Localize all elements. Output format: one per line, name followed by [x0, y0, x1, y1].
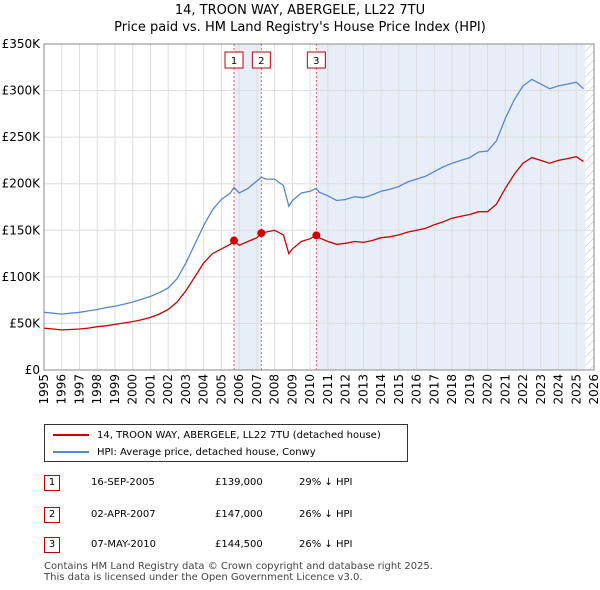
x-tick-label: 2022 [516, 374, 530, 405]
y-tick-label: £350K [2, 37, 42, 51]
y-tick-label: £50K [9, 316, 41, 330]
hpi-line [43, 78, 584, 315]
legend-label-property: 14, TROON WAY, ABERGELE, LL22 7TU (detac… [97, 429, 381, 441]
sale-price: £144,500 [215, 539, 263, 550]
sale-date: 07-MAY-2010 [91, 539, 157, 550]
y-tick-label: £250K [2, 130, 42, 144]
sale-label-text: 3 [313, 56, 319, 67]
sale-point [257, 229, 266, 238]
sale-hpi-diff: 29% ↓ HPI [299, 477, 353, 488]
x-tick-label: 2019 [463, 374, 477, 405]
x-tick-label: 1995 [37, 374, 51, 405]
x-tick-label: 1997 [72, 374, 86, 405]
legend-swatch-property [53, 434, 89, 436]
x-tick-label: 2002 [161, 374, 175, 405]
x-tick-label: 1999 [108, 374, 122, 405]
x-tick-label: 2017 [427, 374, 441, 405]
x-tick-label: 2007 [250, 374, 264, 405]
x-tick-label: 2006 [232, 374, 246, 405]
x-tick-label: 2009 [285, 374, 299, 405]
sale-date: 02-APR-2007 [91, 509, 156, 520]
sale-price: £147,000 [215, 509, 263, 520]
sale-hpi-diff: 26% ↓ HPI [299, 509, 353, 520]
sale-row: 3 07-MAY-2010 £144,500 26% ↓ HPI [0, 537, 600, 555]
footer-copyright: Contains HM Land Registry data © Crown c… [44, 561, 433, 572]
sale-hpi-diff: 26% ↓ HPI [299, 539, 353, 550]
sale-row: 2 02-APR-2007 £147,000 26% ↓ HPI [0, 507, 600, 525]
sale-number-badge: 3 [44, 537, 60, 553]
sale-label-box [306, 51, 326, 69]
x-tick-label: 2001 [143, 374, 157, 405]
x-tick-label: 2012 [339, 374, 353, 405]
y-tick-label: £0 [25, 363, 40, 377]
x-tick-label: 2013 [356, 374, 370, 405]
x-tick-label: 2016 [410, 374, 424, 405]
footer-attribution: Contains HM Land Registry data © Crown c… [44, 561, 433, 583]
x-tick-label: 2005 [214, 374, 228, 405]
sale-label-box [251, 51, 271, 69]
shaded-range [316, 44, 586, 370]
x-tick-label: 2015 [392, 374, 406, 405]
sale-label-text: 2 [258, 56, 264, 67]
chart-title-address: 14, TROON WAY, ABERGELE, LL22 7TU [174, 3, 426, 18]
x-tick-label: 2021 [498, 374, 512, 405]
sale-number-badge: 1 [44, 475, 60, 491]
x-tick-label: 1996 [55, 374, 69, 405]
chart-legend: 14, TROON WAY, ABERGELE, LL22 7TU (detac… [44, 424, 408, 462]
x-tick-label: 2011 [321, 374, 335, 405]
property-price-line [43, 156, 584, 331]
legend-label-hpi: HPI: Average price, detached house, Conw… [97, 446, 316, 458]
x-tick-label: 2023 [534, 374, 548, 405]
sale-date: 16-SEP-2005 [91, 477, 155, 488]
y-tick-label: £100K [2, 270, 42, 284]
legend-item-property: 14, TROON WAY, ABERGELE, LL22 7TU (detac… [45, 427, 381, 443]
legend-swatch-hpi [53, 451, 89, 453]
x-tick-label: 2010 [303, 374, 317, 405]
sale-price: £139,000 [215, 477, 263, 488]
x-tick-label: 2008 [268, 374, 282, 405]
price-chart: £0 £50K £100K £150K £200K £250K £300K £350K 1995… [2, 37, 600, 405]
x-tick-label: 2014 [374, 374, 388, 405]
sale-number-badge: 2 [44, 507, 60, 523]
sale-row: 1 16-SEP-2005 £139,000 29% ↓ HPI [0, 475, 600, 493]
x-tick-label: 2026 [587, 374, 600, 405]
x-tick-label: 2020 [481, 374, 495, 405]
x-tick-label: 2018 [445, 374, 459, 405]
x-tick-label: 2000 [126, 374, 140, 405]
x-tick-label: 2004 [197, 374, 211, 405]
future-hatch [585, 44, 594, 370]
plot-frame [43, 43, 595, 371]
sale-point [230, 236, 239, 245]
x-tick-label: 2003 [179, 374, 193, 405]
x-tick-label: 2025 [569, 374, 583, 405]
sale-label-box [224, 51, 244, 69]
y-tick-label: £150K [2, 223, 42, 237]
chart-subtitle: Price paid vs. HM Land Registry's House … [114, 20, 486, 35]
x-tick-label: 2024 [552, 374, 566, 405]
y-tick-label: £200K [2, 177, 42, 191]
x-tick-label: 1998 [90, 374, 104, 405]
sale-label-text: 1 [231, 56, 237, 67]
legend-item-hpi: HPI: Average price, detached house, Conw… [45, 444, 316, 460]
y-tick-label: £300K [2, 84, 42, 98]
sale-point [312, 231, 321, 240]
footer-licence: This data is licensed under the Open Gov… [44, 572, 363, 583]
